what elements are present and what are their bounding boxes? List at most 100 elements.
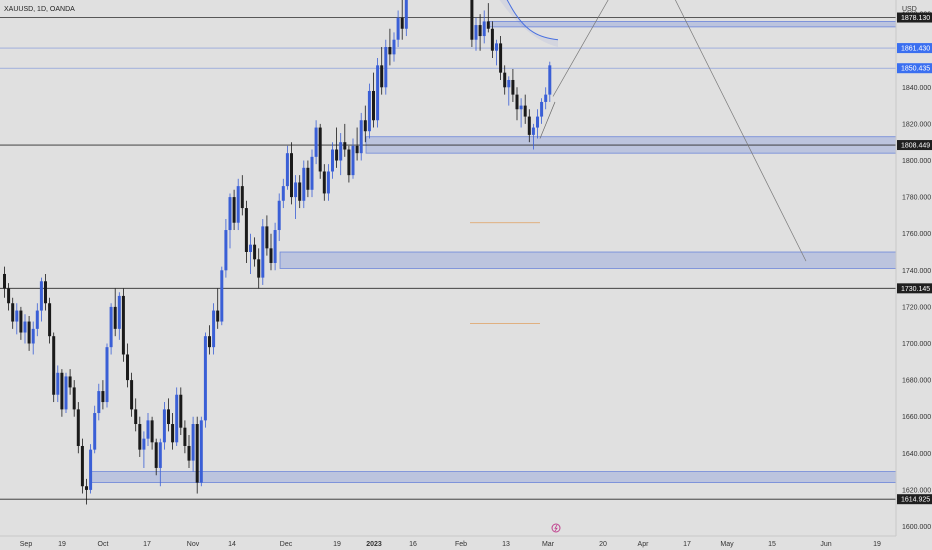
currency-label: USD	[902, 6, 917, 13]
candle-body	[363, 120, 367, 132]
candle	[56, 365, 60, 403]
candle	[48, 297, 52, 344]
candle	[515, 87, 519, 121]
price-tick-label: 1840.000	[902, 85, 931, 92]
candle-body	[388, 47, 392, 55]
candle-body	[199, 420, 203, 483]
candle-body	[44, 281, 47, 304]
candle-body	[80, 445, 84, 487]
candle	[392, 32, 396, 62]
candle	[3, 266, 6, 298]
candle	[162, 402, 166, 450]
candle	[35, 303, 39, 337]
candle	[388, 28, 392, 66]
candle-body	[261, 226, 265, 278]
price-tick-label: 1720.000	[902, 304, 931, 311]
price-tick-label: 1820.000	[902, 121, 931, 128]
candle	[335, 127, 339, 168]
candle-body	[97, 391, 101, 414]
candle-body	[523, 105, 527, 117]
candle-body	[265, 226, 269, 249]
time-tick-label: 17	[683, 541, 691, 548]
candle	[220, 266, 224, 326]
candle-body	[85, 486, 88, 490]
candle	[376, 58, 380, 128]
lightning-bolt-glyph	[554, 524, 558, 532]
moving-average-band	[499, 0, 558, 48]
candle	[134, 398, 138, 432]
price-badge-label: 1850.435	[901, 66, 930, 73]
candle	[244, 200, 248, 263]
candle	[240, 175, 244, 216]
candle-body	[503, 72, 507, 88]
candle-body	[400, 17, 404, 29]
price-tick-label: 1700.000	[902, 341, 931, 348]
candle-body	[232, 197, 236, 223]
candle-body	[331, 149, 334, 172]
candle	[80, 438, 84, 494]
candle	[19, 306, 23, 340]
candle-body	[39, 281, 43, 311]
candle	[203, 332, 207, 428]
candle-body	[76, 409, 80, 446]
candle-body	[290, 153, 293, 198]
candle	[285, 145, 289, 190]
price-badge-label: 1730.145	[901, 286, 930, 293]
horizontal-lines-layer	[0, 17, 896, 500]
zone-4	[89, 471, 897, 483]
candle	[228, 193, 232, 249]
price-badge	[897, 140, 932, 151]
candle	[97, 383, 101, 421]
time-tick-label: 19	[333, 541, 341, 548]
candle-body	[183, 427, 187, 446]
price-badge-label: 1878.130	[901, 15, 930, 22]
candle	[52, 332, 56, 403]
candle-body	[367, 90, 371, 132]
candle	[519, 98, 523, 128]
candle	[314, 120, 318, 165]
price-badge-label: 1808.449	[901, 143, 930, 150]
drawings-layer	[470, 0, 807, 324]
candle-body	[359, 120, 363, 154]
projection-path	[552, 0, 807, 262]
candle-body	[31, 328, 35, 344]
candle-body	[101, 391, 105, 403]
candle-body	[335, 149, 339, 161]
candle	[105, 343, 109, 408]
candle-body	[548, 65, 552, 95]
candle-body	[48, 303, 52, 337]
candle-body	[56, 372, 60, 395]
candle	[384, 39, 388, 95]
candle	[470, 0, 474, 48]
candle-body	[486, 21, 490, 29]
candle-body	[339, 142, 343, 161]
candle-body	[134, 409, 138, 425]
candle-body	[203, 336, 207, 421]
candle	[199, 416, 203, 487]
candle	[359, 112, 363, 161]
candle-body	[15, 310, 19, 322]
candle	[326, 164, 330, 201]
candle-body	[187, 445, 191, 461]
price-badge	[897, 494, 932, 505]
price-badge	[897, 63, 932, 74]
candle	[7, 283, 11, 311]
candle-body	[343, 142, 347, 150]
candle	[499, 36, 503, 80]
candle-body	[126, 354, 129, 381]
event-marker[interactable]	[551, 523, 561, 533]
candle	[269, 233, 273, 271]
candle-body	[216, 310, 220, 322]
time-axis[interactable]: Sep 19 Oct 17 Nov 14 Dec 19 2023 16 Feb 13 Mar 20 Apr 1…	[20, 541, 881, 548]
candle	[351, 138, 355, 179]
candle-body	[322, 171, 326, 194]
candle	[318, 123, 322, 179]
candle-body	[249, 244, 252, 252]
candle	[531, 123, 535, 150]
candle-body	[105, 347, 109, 403]
candle	[544, 87, 548, 110]
candle	[126, 343, 129, 388]
candle-body	[474, 25, 478, 40]
candle-body	[179, 394, 183, 428]
